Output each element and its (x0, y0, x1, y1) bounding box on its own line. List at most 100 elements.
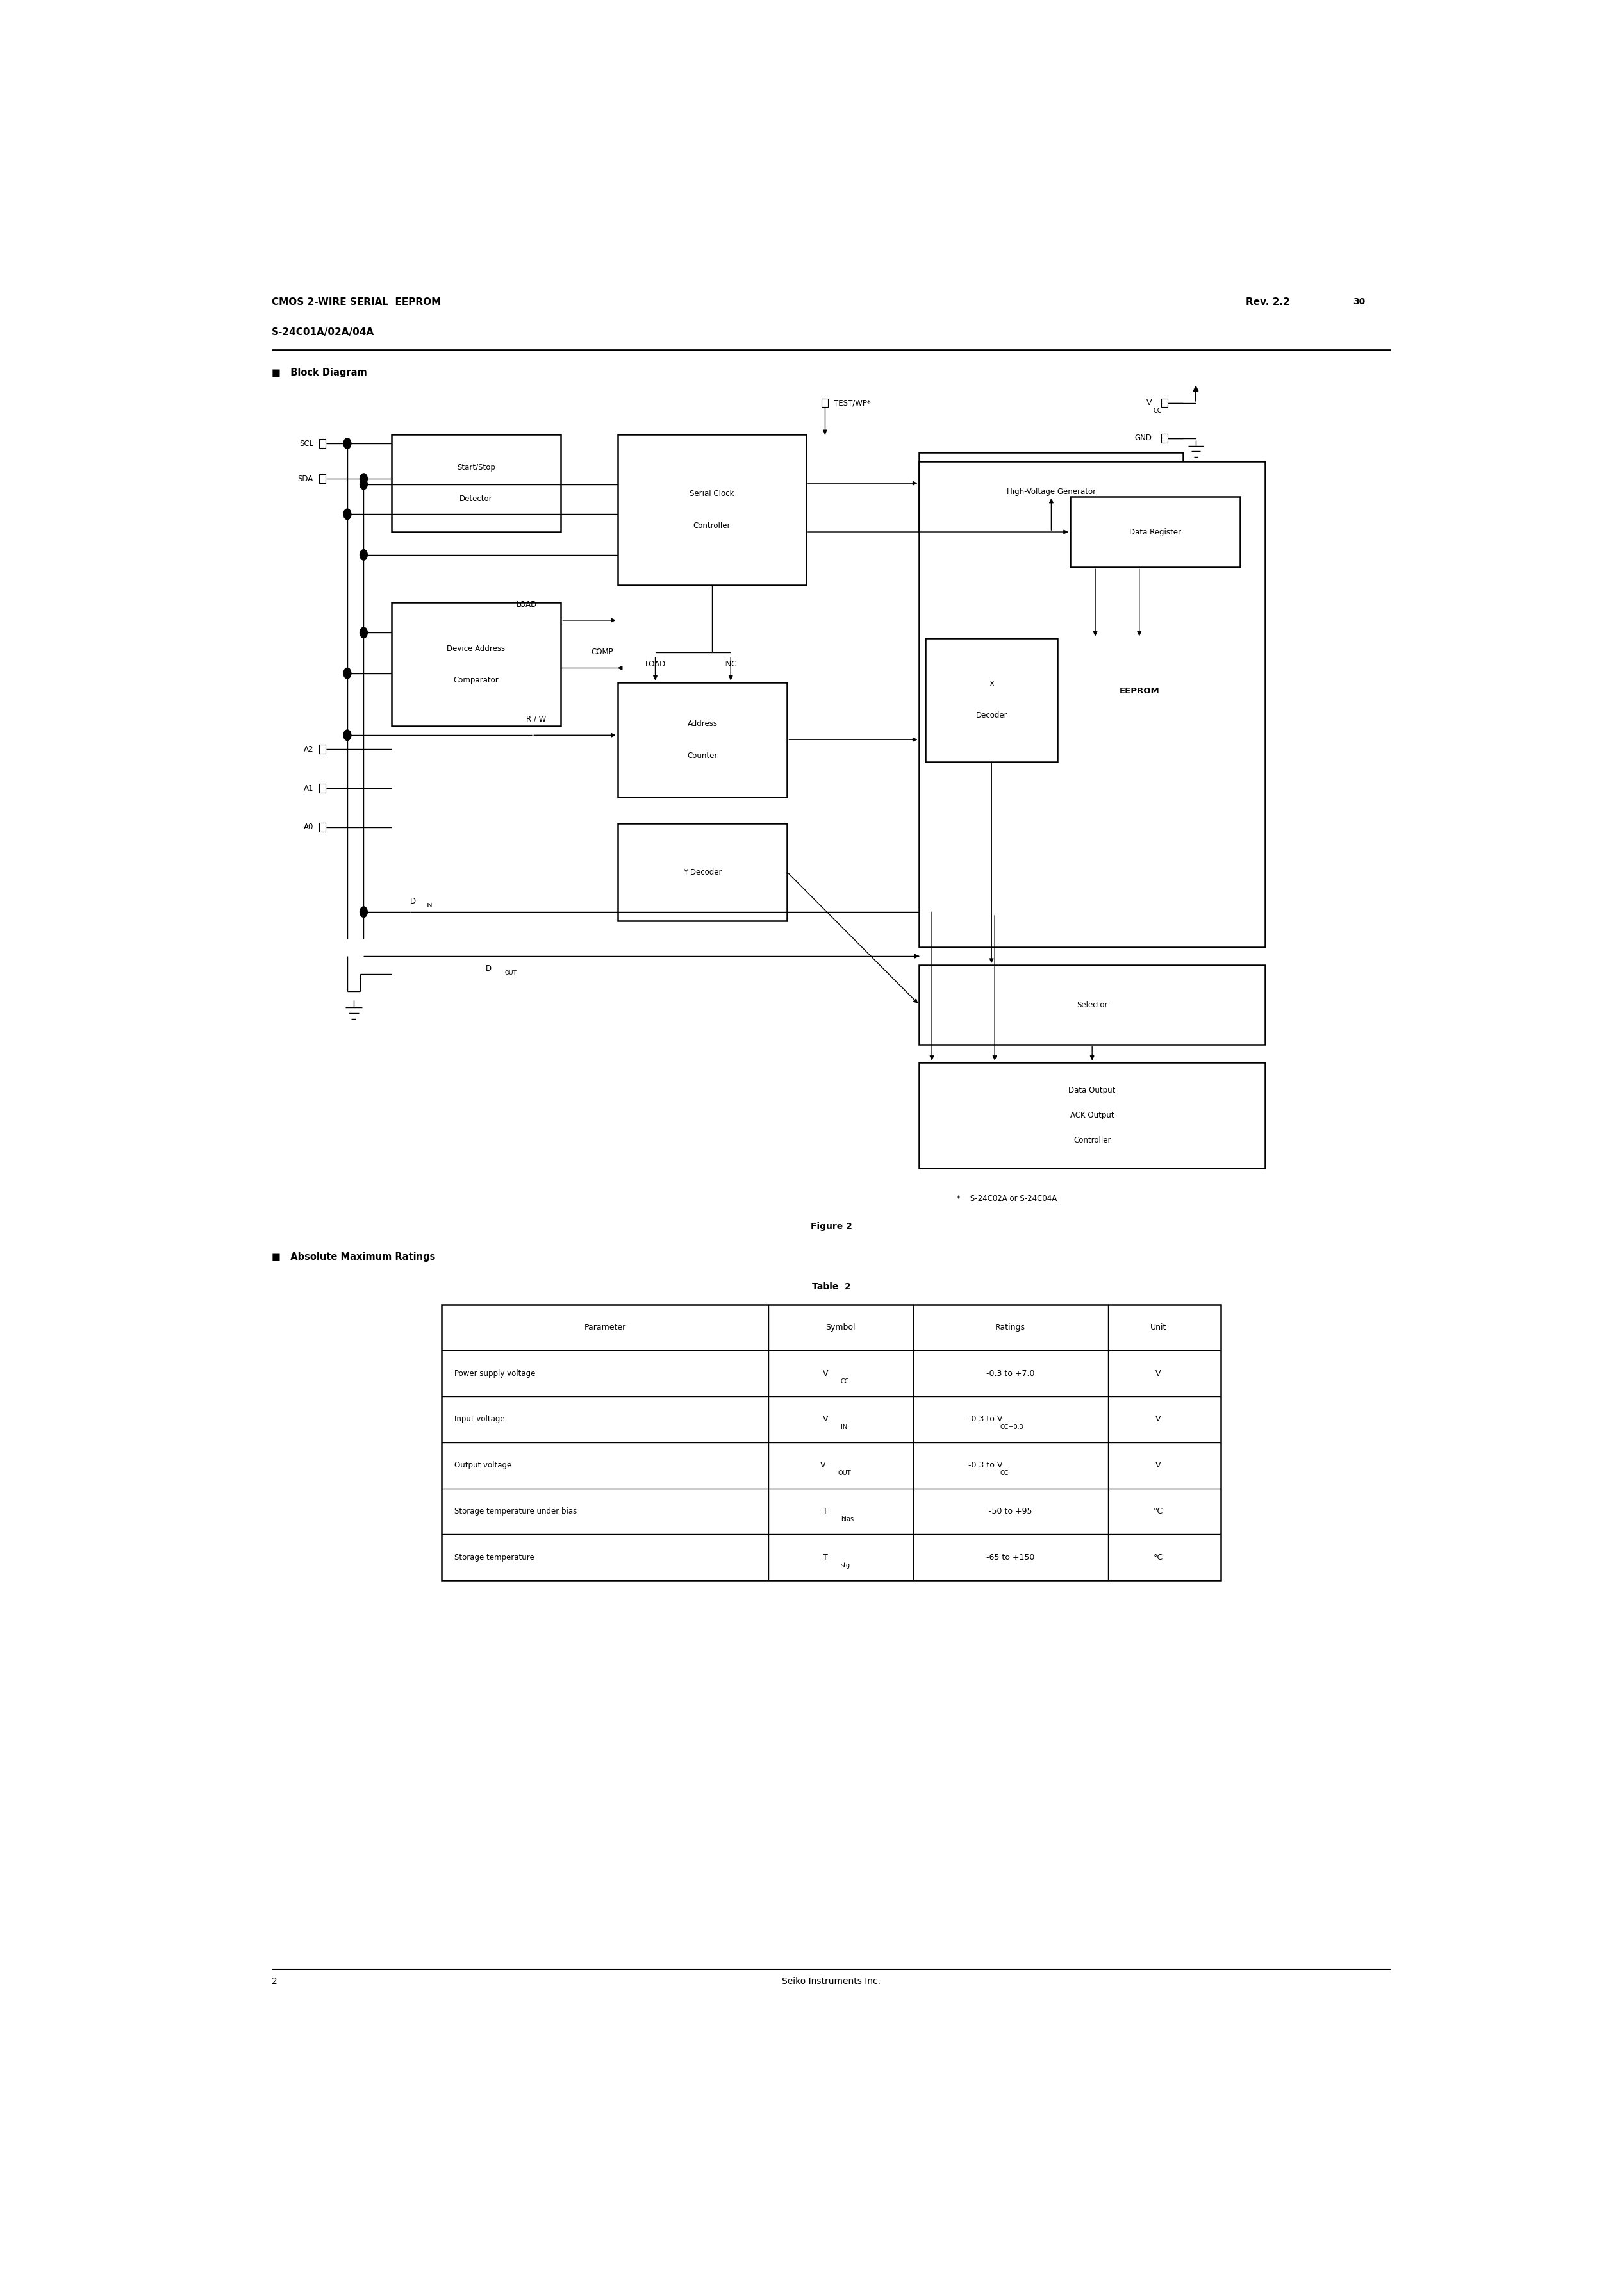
Bar (920, 1063, 1265, 1169)
Bar (926, 638, 1058, 762)
Circle shape (360, 627, 368, 638)
Text: -0.3 to V: -0.3 to V (968, 1460, 1002, 1469)
Bar (441, 1304, 1221, 1580)
Text: -65 to +150: -65 to +150 (986, 1552, 1035, 1561)
Bar (1161, 400, 1168, 406)
Text: Detector: Detector (459, 496, 493, 503)
Bar (320, 744, 326, 753)
Text: CC: CC (1001, 1469, 1009, 1476)
Text: Figure 2: Figure 2 (811, 1221, 852, 1231)
Text: T: T (822, 1506, 829, 1515)
Text: 30: 30 (1353, 298, 1366, 308)
Bar (391, 602, 561, 726)
Text: V: V (822, 1414, 829, 1424)
Text: V: V (1155, 1368, 1161, 1378)
Text: SCL: SCL (298, 439, 313, 448)
Text: OUT: OUT (504, 971, 516, 976)
Text: INC: INC (723, 661, 738, 668)
Text: Data Register: Data Register (1129, 528, 1181, 535)
Text: A1: A1 (303, 783, 313, 792)
Text: EEPROM: EEPROM (1119, 687, 1160, 696)
Text: V: V (1147, 400, 1152, 406)
Text: T: T (822, 1552, 829, 1561)
Text: X: X (989, 680, 994, 689)
Text: A2: A2 (303, 746, 313, 753)
Text: IN: IN (427, 902, 433, 909)
Text: Input voltage: Input voltage (454, 1414, 504, 1424)
Text: GND: GND (1134, 434, 1152, 443)
Text: Address: Address (688, 719, 717, 728)
Bar (920, 461, 1265, 948)
Circle shape (344, 730, 350, 742)
Text: Device Address: Device Address (448, 645, 506, 652)
Text: V: V (1155, 1460, 1161, 1469)
Text: OUT: OUT (839, 1469, 852, 1476)
Text: Controller: Controller (1074, 1137, 1111, 1143)
Text: Data Output: Data Output (1069, 1086, 1116, 1095)
Text: Power supply voltage: Power supply voltage (454, 1368, 535, 1378)
Text: bias: bias (840, 1515, 853, 1522)
Bar (822, 400, 829, 406)
Text: Table  2: Table 2 (811, 1281, 852, 1290)
Text: Ratings: Ratings (996, 1322, 1025, 1332)
Text: SDA: SDA (298, 475, 313, 482)
Text: Parameter: Parameter (584, 1322, 626, 1332)
Text: V: V (1155, 1414, 1161, 1424)
Text: CC: CC (840, 1378, 850, 1384)
Text: -50 to +95: -50 to +95 (989, 1506, 1032, 1515)
Bar (618, 824, 787, 921)
Text: COMP: COMP (592, 647, 613, 657)
Text: ACK Output: ACK Output (1071, 1111, 1114, 1120)
Bar (320, 439, 326, 448)
Text: ■   Block Diagram: ■ Block Diagram (272, 367, 367, 377)
Circle shape (344, 510, 350, 519)
Bar (391, 434, 561, 533)
Bar (1071, 496, 1239, 567)
Text: CMOS 2-WIRE SERIAL  EEPROM: CMOS 2-WIRE SERIAL EEPROM (272, 296, 441, 308)
Text: Rev. 2.2: Rev. 2.2 (1246, 296, 1289, 308)
Bar (1161, 434, 1168, 443)
Text: S-24C01A/02A/04A: S-24C01A/02A/04A (272, 328, 375, 338)
Bar (320, 783, 326, 792)
Text: stg: stg (840, 1561, 850, 1568)
Text: Output voltage: Output voltage (454, 1460, 511, 1469)
Bar (920, 452, 1184, 533)
Text: CC+0.3: CC+0.3 (1001, 1424, 1023, 1430)
Text: Decoder: Decoder (976, 712, 1007, 721)
Text: Storage temperature: Storage temperature (454, 1552, 534, 1561)
Text: Y Decoder: Y Decoder (683, 868, 722, 877)
Bar (920, 964, 1265, 1045)
Text: A0: A0 (303, 822, 313, 831)
Text: LOAD: LOAD (646, 661, 665, 668)
Circle shape (360, 549, 368, 560)
Text: Symbol: Symbol (826, 1322, 855, 1332)
Text: High-Voltage Generator: High-Voltage Generator (1007, 489, 1096, 496)
Bar (618, 434, 806, 585)
Text: Controller: Controller (693, 521, 730, 530)
Text: V: V (822, 1368, 829, 1378)
Text: Counter: Counter (688, 751, 717, 760)
Text: CC: CC (1153, 409, 1161, 413)
Circle shape (360, 473, 368, 484)
Text: -0.3 to +7.0: -0.3 to +7.0 (986, 1368, 1035, 1378)
Text: ■   Absolute Maximum Ratings: ■ Absolute Maximum Ratings (272, 1251, 436, 1261)
Text: -0.3 to V: -0.3 to V (968, 1414, 1002, 1424)
Text: *    S-24C02A or S-24C04A: * S-24C02A or S-24C04A (957, 1194, 1058, 1203)
Text: °C: °C (1153, 1552, 1163, 1561)
Circle shape (344, 439, 350, 448)
Text: V: V (821, 1460, 826, 1469)
Circle shape (360, 907, 368, 918)
Text: R / W: R / W (526, 714, 547, 723)
Text: Unit: Unit (1150, 1322, 1166, 1332)
Text: 2: 2 (272, 1977, 277, 1986)
Text: Start/Stop: Start/Stop (457, 464, 495, 471)
Bar (618, 682, 787, 797)
Bar (320, 475, 326, 482)
Bar (320, 822, 326, 831)
Text: IN: IN (840, 1424, 847, 1430)
Text: Comparator: Comparator (454, 677, 500, 684)
Text: °C: °C (1153, 1506, 1163, 1515)
Text: D: D (410, 898, 415, 905)
Text: Serial Clock: Serial Clock (689, 489, 735, 498)
Text: Storage temperature under bias: Storage temperature under bias (454, 1506, 577, 1515)
